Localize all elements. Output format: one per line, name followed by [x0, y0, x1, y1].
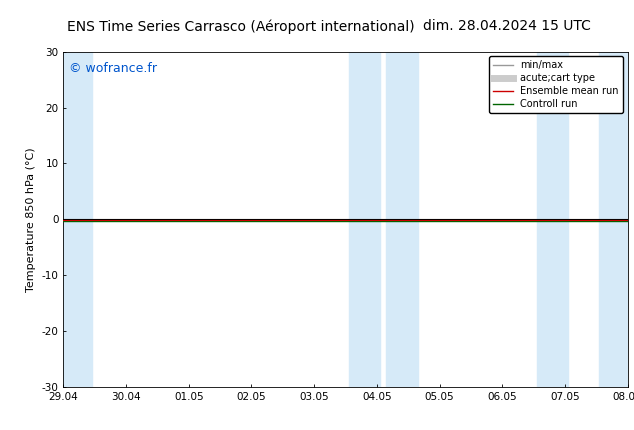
Legend: min/max, acute;cart type, Ensemble mean run, Controll run: min/max, acute;cart type, Ensemble mean …: [489, 56, 623, 113]
Bar: [60, 52, 91, 387]
Y-axis label: Temperature 850 hPa (°C): Temperature 850 hPa (°C): [26, 147, 36, 292]
Bar: [386, 52, 418, 387]
Text: © wofrance.fr: © wofrance.fr: [69, 61, 157, 75]
Bar: [537, 52, 568, 387]
Bar: [600, 52, 631, 387]
Text: ENS Time Series Carrasco (Aéroport international): ENS Time Series Carrasco (Aéroport inter…: [67, 19, 415, 34]
Text: dim. 28.04.2024 15 UTC: dim. 28.04.2024 15 UTC: [424, 19, 591, 34]
Bar: [349, 52, 380, 387]
